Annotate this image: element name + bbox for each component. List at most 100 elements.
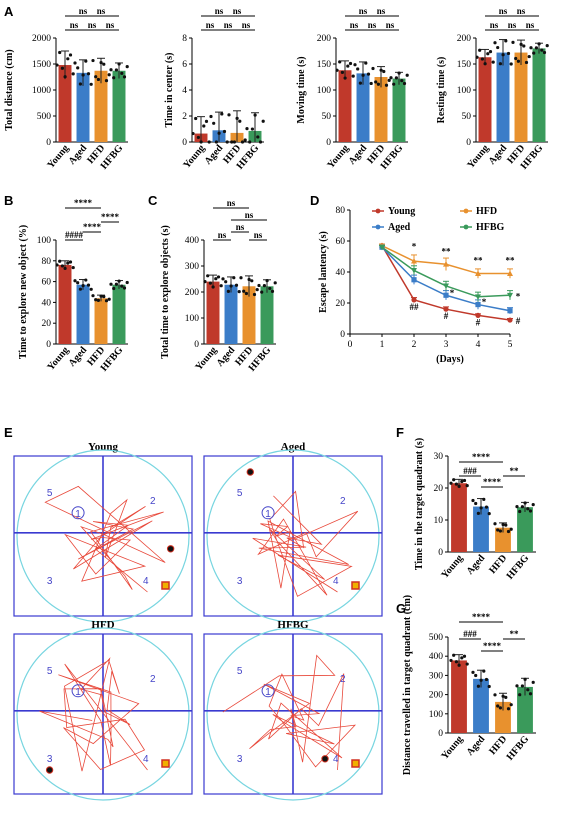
data-point xyxy=(443,261,449,267)
data-point xyxy=(104,79,109,83)
data-point xyxy=(460,479,464,484)
data-point xyxy=(117,62,121,66)
chart-B: 0 20 40 60 80 100 Time to explore new object (… xyxy=(18,198,129,374)
data-point xyxy=(58,259,62,263)
data-point xyxy=(475,270,481,276)
data-point xyxy=(507,317,513,323)
data-point xyxy=(376,82,380,86)
data-point xyxy=(109,282,113,286)
data-point xyxy=(117,279,121,283)
y-tick-label: 8 xyxy=(182,34,187,44)
data-point xyxy=(220,112,224,116)
quadrant-number: 4 xyxy=(143,576,149,587)
data-point xyxy=(120,284,124,288)
y-tick-label: 0 xyxy=(46,340,51,350)
pool-circle xyxy=(206,449,380,623)
data-point xyxy=(194,116,198,121)
start-marker xyxy=(351,581,360,590)
bar-young xyxy=(58,264,72,344)
swim-path xyxy=(252,490,359,597)
data-point xyxy=(498,62,502,66)
data-point xyxy=(73,279,77,283)
data-point xyxy=(73,61,77,65)
y-tick-label: 100 xyxy=(37,236,52,246)
data-point xyxy=(196,135,200,140)
y-tick-label: 100 xyxy=(429,710,444,720)
x-tick-label: 5 xyxy=(508,340,513,350)
data-point xyxy=(247,277,251,282)
data-point xyxy=(202,124,206,128)
quadrant-number: 1 xyxy=(75,509,81,520)
data-point xyxy=(208,281,212,285)
data-point xyxy=(99,294,103,298)
data-point xyxy=(480,57,484,61)
sig-label: **** xyxy=(101,212,120,222)
data-point xyxy=(514,56,518,61)
data-point xyxy=(457,663,461,667)
data-point xyxy=(491,60,495,64)
category-label: Young xyxy=(439,553,465,581)
start-marker xyxy=(351,759,360,768)
data-point xyxy=(534,46,539,50)
data-point xyxy=(493,693,497,697)
y-tick-label: 4 xyxy=(182,86,187,96)
data-point xyxy=(411,277,417,283)
data-point xyxy=(405,73,409,77)
data-point xyxy=(528,692,533,696)
data-point xyxy=(475,55,479,59)
quadrant-number: 5 xyxy=(47,666,53,677)
data-point xyxy=(462,654,467,658)
data-point xyxy=(255,288,259,292)
data-point xyxy=(537,42,541,46)
sig-label: * xyxy=(516,291,521,301)
sig-label: ns xyxy=(508,20,517,30)
data-point xyxy=(91,58,95,63)
data-point xyxy=(102,62,106,66)
data-point xyxy=(411,257,417,264)
category-label: Aged xyxy=(487,143,510,167)
data-point xyxy=(226,289,230,294)
data-point xyxy=(465,484,469,488)
y-tick-label: 200 xyxy=(429,691,444,701)
data-point xyxy=(63,75,67,79)
data-point xyxy=(486,52,490,56)
sig-label: ** xyxy=(510,629,520,639)
data-point xyxy=(58,50,62,55)
quadrant-number: 3 xyxy=(237,754,243,765)
sig-label: * xyxy=(412,242,417,252)
data-point xyxy=(374,80,378,84)
swim-path xyxy=(222,654,357,771)
y-tick-label: 0 xyxy=(340,330,345,340)
data-point xyxy=(369,81,373,86)
data-point xyxy=(397,71,401,75)
data-point xyxy=(371,66,375,71)
data-point xyxy=(526,507,530,511)
bar-hfbg xyxy=(532,48,546,142)
data-point xyxy=(338,60,342,64)
data-point xyxy=(114,68,118,72)
data-point xyxy=(214,277,218,281)
data-point xyxy=(232,140,236,144)
y-tick-label: 6 xyxy=(182,60,187,70)
data-point xyxy=(107,73,111,77)
bar-young xyxy=(206,281,220,344)
category-label: Aged xyxy=(215,345,238,369)
quadrant-number: 1 xyxy=(265,687,271,698)
start-marker xyxy=(161,581,170,590)
y-tick-label: 80 xyxy=(42,257,52,267)
bar-young xyxy=(451,660,467,733)
data-point xyxy=(443,292,449,298)
panel-letter-A: A xyxy=(4,4,14,19)
y-tick-label: 500 xyxy=(37,112,52,122)
sig-label: **** xyxy=(472,452,491,462)
y-tick-label: 0 xyxy=(46,138,51,148)
end-marker xyxy=(246,468,254,476)
data-point xyxy=(122,286,127,290)
data-point xyxy=(476,511,480,516)
data-point xyxy=(89,287,93,291)
quadrant-number: 1 xyxy=(75,687,81,698)
sig-label: **** xyxy=(83,222,102,232)
data-point xyxy=(504,39,508,43)
